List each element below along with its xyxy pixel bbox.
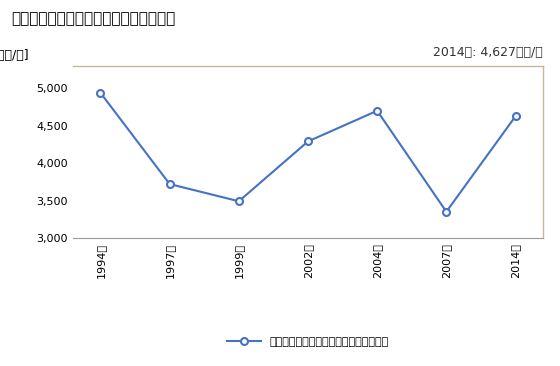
Text: 2014年: 4,627万円/人: 2014年: 4,627万円/人 <box>433 46 543 59</box>
商業の従業者一人当たり年間商品販売額 <box>305 139 311 143</box>
商業の従業者一人当たり年間商品販売額 <box>235 199 242 203</box>
商業の従業者一人当たり年間商品販売額 <box>374 109 381 113</box>
商業の従業者一人当たり年間商品販売額 <box>443 209 450 214</box>
商業の従業者一人当たり年間商品販売額 <box>512 114 519 119</box>
Legend: 商業の従業者一人当たり年間商品販売額: 商業の従業者一人当たり年間商品販売額 <box>223 333 393 352</box>
Y-axis label: [万円/人]: [万円/人] <box>0 49 30 63</box>
商業の従業者一人当たり年間商品販売額 <box>166 182 173 186</box>
Text: 商業の従業者一人当たり年間商品販売額: 商業の従業者一人当たり年間商品販売額 <box>11 11 175 26</box>
Line: 商業の従業者一人当たり年間商品販売額: 商業の従業者一人当たり年間商品販売額 <box>97 89 519 215</box>
商業の従業者一人当たり年間商品販売額 <box>97 91 104 95</box>
